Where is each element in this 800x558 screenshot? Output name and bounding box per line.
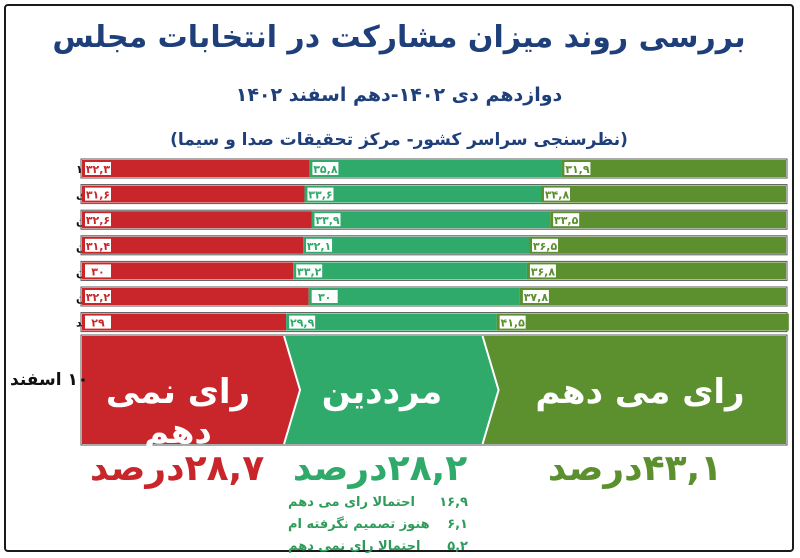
vote-label: رای می دهم <box>535 372 745 412</box>
note-row: ۱۶,۹ احتمالا رای می دهم <box>288 492 468 514</box>
bar-segment-vote <box>561 160 786 177</box>
bar-frame <box>80 184 788 205</box>
bar-value-label: ۳۴,۸ <box>545 189 570 202</box>
bar-segment-vote <box>526 262 786 280</box>
bar-value-box <box>311 290 338 303</box>
bar-segment-vote <box>541 185 786 203</box>
bar-segment-vote <box>519 288 786 305</box>
bar-value-label: ۳۰ <box>91 265 104 278</box>
bar-value-box <box>499 315 526 329</box>
bar-value-label: ۳۲,۲ <box>86 291 111 304</box>
bar-value-box <box>85 162 111 175</box>
bar-value-box <box>85 238 111 252</box>
final-bar-frame <box>80 334 788 446</box>
bar-value-label: ۳۳,۹ <box>315 214 340 227</box>
no-vote-label: رای نمی دهم <box>105 372 251 452</box>
bar-value-box <box>85 315 111 329</box>
bar-segment-no_vote <box>82 288 309 305</box>
bar-value-label: ۳۲,۶ <box>86 214 110 227</box>
bar-segment-no_vote <box>82 211 312 229</box>
bar-segment-no_vote <box>82 236 304 254</box>
bar-value-label: ۳۷,۸ <box>524 291 549 304</box>
bar-value-label: ۲۹,۹ <box>290 317 315 330</box>
final-segment-vote <box>482 336 786 444</box>
note-value: ۶,۱ <box>447 517 468 532</box>
bar-value-box <box>529 264 556 278</box>
note-value: ۱۶,۹ <box>439 495 468 510</box>
bar-frame <box>80 209 788 230</box>
bar-segment-undecided <box>308 288 520 305</box>
bar-segment-vote <box>529 236 786 254</box>
bar-value-label: ۳۱,۴ <box>86 240 111 253</box>
bar-value-label: ۲۹ <box>91 317 105 330</box>
bar-value-box <box>553 213 580 227</box>
bar-segment-no_vote <box>82 160 310 177</box>
bar-value-box <box>307 187 334 201</box>
undecided-percent: ۲۸,۲درصد <box>292 448 468 489</box>
bar-segment-no_vote <box>82 313 287 331</box>
bar-value-box <box>289 315 316 329</box>
final-segment-undecided <box>284 336 499 444</box>
bar-value-box <box>532 238 559 252</box>
final-separator <box>481 335 500 445</box>
bar-value-box <box>85 213 111 227</box>
note-row: ۶,۱ هنوز تصمیم نگرفته ام <box>288 514 468 536</box>
bar-value-label: ۳۶,۸ <box>531 265 556 278</box>
bar-segment-undecided <box>304 185 542 203</box>
bar-value-label: ۳۱,۶ <box>86 189 110 202</box>
bar-segment-vote <box>496 313 789 331</box>
bar-value-box <box>306 238 333 252</box>
bar-segment-undecided <box>293 262 527 280</box>
bar-value-box <box>564 162 591 175</box>
bar-value-box <box>522 290 549 303</box>
final-segment-no-vote <box>82 336 301 444</box>
bar-frame <box>80 286 788 307</box>
note-text: احتمالا رای می دهم <box>288 495 415 510</box>
bar-value-box <box>544 187 571 201</box>
bar-frame <box>80 260 788 281</box>
bar-value-box <box>296 264 323 278</box>
chart-subtitle: دوازدهم دی ۱۴۰۲-دهم اسفند ۱۴۰۲ <box>235 84 563 106</box>
bar-value-label: ۴۱,۵ <box>500 317 525 330</box>
bar-value-label: ۳۶,۵ <box>533 240 558 253</box>
undecided-breakdown: ۱۶,۹ احتمالا رای می دهم ۶,۱ هنوز تصمیم ن… <box>288 492 468 558</box>
note-text: هنوز تصمیم نگرفته ام <box>288 517 430 532</box>
chart-source: (نظرسنجی سراسر کشور- مرکز تحقیقات صدا و … <box>170 130 628 150</box>
final-category-label: ۱۰ اسفند <box>10 370 89 390</box>
chart-title: بررسی روند میزان مشارکت در انتخابات مجلس <box>52 20 746 55</box>
bar-segment-undecided <box>286 313 497 331</box>
bar-segment-no_vote <box>82 262 294 280</box>
note-text: احتمالا رای نمی دهم <box>288 539 421 554</box>
bar-value-label: ۳۰ <box>318 291 331 304</box>
bar-segment-no_vote <box>82 185 305 203</box>
bar-value-label: ۳۲,۱ <box>307 240 331 253</box>
bar-segment-undecided <box>311 211 551 229</box>
bar-value-box <box>312 162 339 175</box>
bar-value-box <box>85 187 111 201</box>
final-separator <box>283 335 302 445</box>
bar-value-label: ۳۳,۲ <box>297 265 322 278</box>
bar-value-label: ۳۲,۳ <box>86 163 111 176</box>
bar-segment-vote <box>550 211 786 229</box>
bar-segment-undecided <box>303 236 530 254</box>
bar-value-label: ۳۳,۵ <box>554 214 579 227</box>
note-row: ۵,۲ احتمالا رای نمی دهم <box>288 536 468 558</box>
bar-value-box <box>314 213 341 227</box>
no-vote-percent: ۲۸,۷درصد <box>89 448 265 489</box>
bar-value-label: ۳۵,۸ <box>313 163 338 176</box>
bar-value-label: ۳۱,۹ <box>565 163 590 176</box>
bar-frame <box>80 158 788 179</box>
bar-value-label: ۳۳,۶ <box>308 189 332 202</box>
undecided-label: مرددین <box>321 372 443 412</box>
bar-frame <box>80 235 788 256</box>
bar-value-box <box>85 290 111 303</box>
bar-segment-undecided <box>309 160 562 177</box>
vote-percent: ۴۳,۱درصد <box>547 448 723 489</box>
infographic-frame: بررسی روند میزان مشارکت در انتخابات مجلس… <box>4 4 794 552</box>
bar-value-box <box>85 264 111 278</box>
note-value: ۵,۲ <box>447 539 468 554</box>
